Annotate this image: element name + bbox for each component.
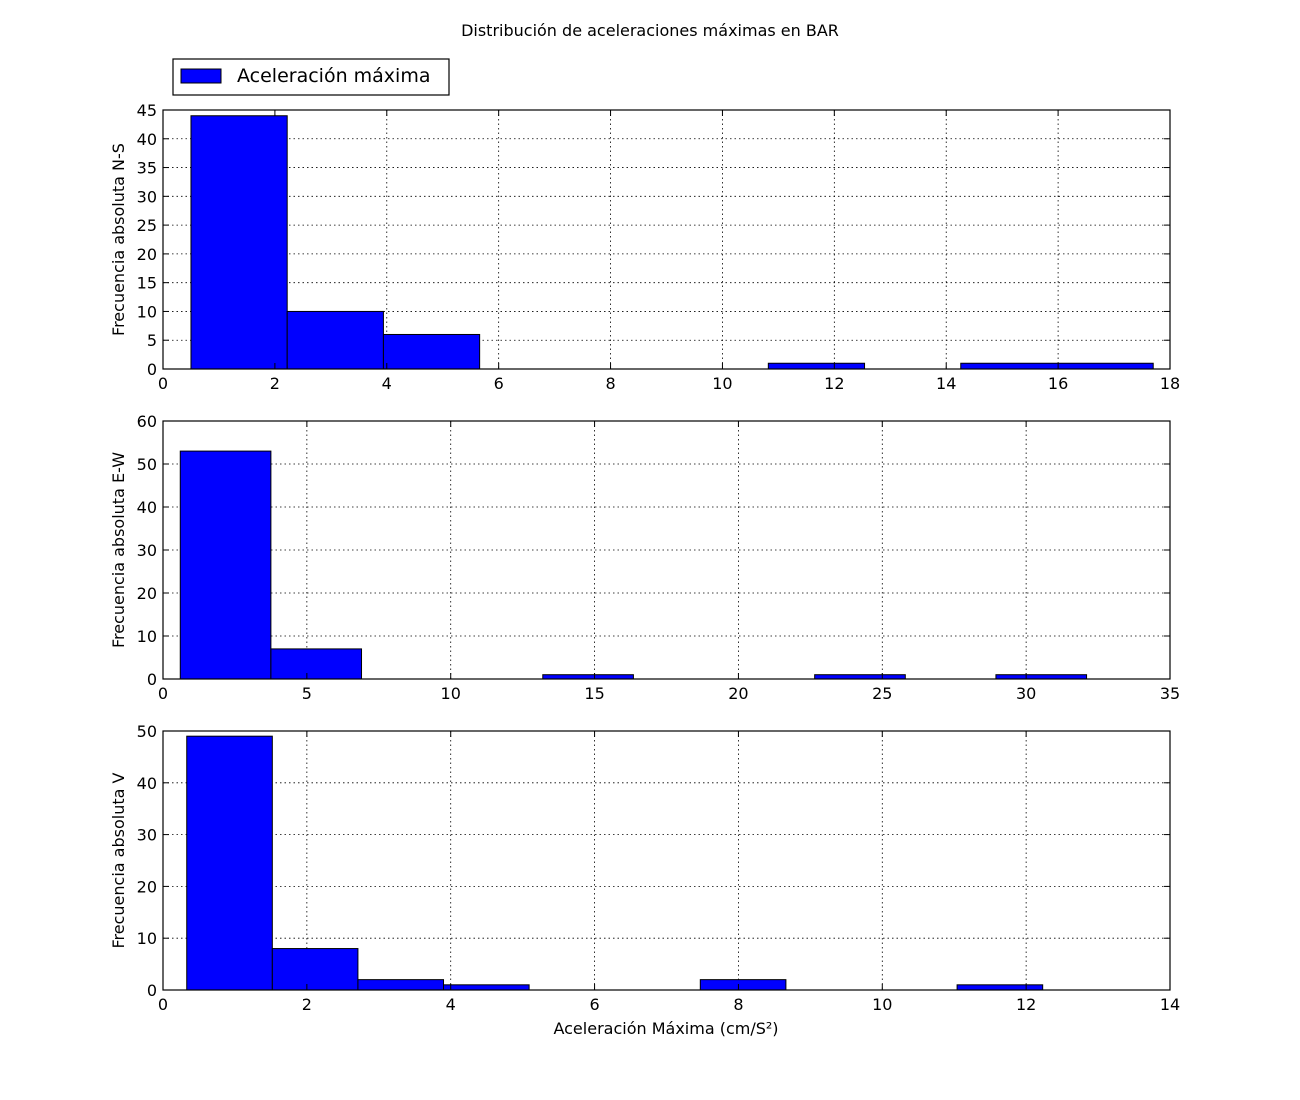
bar-ew bbox=[995, 674, 1088, 680]
x-axis-label: Aceleración Máxima (cm/S²) bbox=[553, 1019, 778, 1038]
bar-v bbox=[699, 979, 787, 991]
x-tick-label: 30 bbox=[1016, 684, 1036, 703]
y-tick-label: 10 bbox=[137, 302, 157, 321]
x-tick-label: 35 bbox=[1160, 684, 1180, 703]
y-tick-label: 35 bbox=[137, 159, 157, 178]
legend: Aceleración máxima bbox=[172, 58, 450, 96]
x-tick-label: 14 bbox=[936, 374, 956, 393]
y-axis-label-ns: Frecuencia absoluta N-S bbox=[109, 143, 128, 336]
bar-ns bbox=[382, 333, 481, 370]
y-tick-label: 60 bbox=[137, 412, 157, 431]
y-tick-label: 30 bbox=[137, 541, 157, 560]
grid-v bbox=[163, 731, 1170, 990]
y-tick-label: 5 bbox=[147, 331, 157, 350]
x-tick-label: 2 bbox=[270, 374, 280, 393]
y-tick-label: 0 bbox=[147, 670, 157, 689]
x-tick-label: 2 bbox=[302, 995, 312, 1014]
panel-north-south: 0 2 4 6 8 10 12 14 16 18 0 5 10 15 20 25 30 35 40 45 Frecuen… bbox=[109, 101, 1180, 393]
y-tick-label: 50 bbox=[137, 455, 157, 474]
panel-vertical: 0 2 4 6 8 10 12 14 0 10 20 30 40 50 Frecuencia absolut… bbox=[109, 722, 1180, 1014]
bar-ns bbox=[960, 362, 1154, 370]
bar-v bbox=[357, 979, 445, 991]
x-tick-label: 20 bbox=[728, 684, 748, 703]
y-tick-label: 40 bbox=[137, 498, 157, 517]
y-tick-label: 20 bbox=[137, 584, 157, 603]
y-tick-label: 20 bbox=[137, 877, 157, 896]
y-tick-label: 10 bbox=[137, 929, 157, 948]
x-tick-label: 10 bbox=[872, 995, 892, 1014]
x-tick-label: 8 bbox=[733, 995, 743, 1014]
y-axis-label-v: Frecuencia absoluta V bbox=[109, 772, 128, 948]
bar-ew bbox=[270, 648, 363, 680]
y-tick-label: 50 bbox=[137, 722, 157, 741]
y-tick-label: 40 bbox=[137, 774, 157, 793]
bar-ns bbox=[767, 362, 866, 370]
bar-ew bbox=[542, 674, 634, 680]
x-tick-label: 16 bbox=[1048, 374, 1068, 393]
bar-v bbox=[271, 948, 359, 991]
bar-v bbox=[956, 984, 1044, 991]
x-tick-label: 10 bbox=[441, 684, 461, 703]
bar-ew bbox=[814, 674, 906, 680]
legend-swatch bbox=[180, 68, 222, 84]
x-tick-label: 5 bbox=[302, 684, 312, 703]
bar-v bbox=[186, 735, 273, 991]
x-tick-label: 0 bbox=[158, 684, 168, 703]
y-axis-label-ew: Frecuencia absoluta E-W bbox=[109, 452, 128, 648]
y-tick-label: 20 bbox=[137, 245, 157, 264]
axes-frame-v bbox=[162, 730, 1171, 991]
x-tick-label: 14 bbox=[1160, 995, 1180, 1014]
x-tick-label: 18 bbox=[1160, 374, 1180, 393]
x-tick-label: 6 bbox=[589, 995, 599, 1014]
x-tick-label: 10 bbox=[712, 374, 732, 393]
panel-east-west: 0 5 10 15 20 25 30 35 0 10 20 30 40 50 60 Frecuencia ab… bbox=[109, 412, 1180, 703]
y-tick-label: 0 bbox=[147, 360, 157, 379]
bar-v bbox=[443, 984, 530, 991]
x-tick-label: 0 bbox=[158, 374, 168, 393]
chart-title: Distribución de aceleraciones máximas en… bbox=[461, 21, 839, 40]
y-tick-label: 0 bbox=[147, 981, 157, 1000]
grid-ew bbox=[163, 421, 1170, 679]
x-tick-label: 4 bbox=[446, 995, 456, 1014]
x-tick-label: 4 bbox=[382, 374, 392, 393]
bar-ew bbox=[179, 450, 272, 680]
x-tick-label: 15 bbox=[584, 684, 604, 703]
y-tick-label: 25 bbox=[137, 216, 157, 235]
x-tick-label: 8 bbox=[605, 374, 615, 393]
legend-label: Aceleración máxima bbox=[237, 65, 430, 87]
x-tick-label: 12 bbox=[1016, 995, 1036, 1014]
bar-ns bbox=[286, 310, 384, 370]
x-tick-label: 12 bbox=[824, 374, 844, 393]
x-tick-label: 25 bbox=[872, 684, 892, 703]
y-tick-label: 30 bbox=[137, 826, 157, 845]
y-tick-label: 15 bbox=[137, 274, 157, 293]
y-tick-label: 30 bbox=[137, 187, 157, 206]
y-tick-label: 10 bbox=[137, 627, 157, 646]
bar-ns bbox=[190, 115, 288, 370]
y-tick-label: 40 bbox=[137, 130, 157, 149]
x-tick-label: 6 bbox=[494, 374, 504, 393]
x-tick-label: 0 bbox=[158, 995, 168, 1014]
axes-frame-ns bbox=[162, 109, 1171, 370]
y-tick-label: 45 bbox=[137, 101, 157, 120]
